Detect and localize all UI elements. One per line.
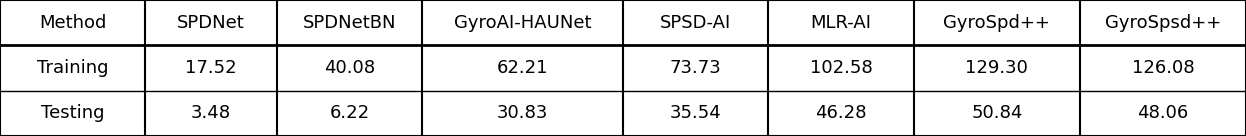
Text: 73.73: 73.73 <box>670 59 721 77</box>
Text: 62.21: 62.21 <box>497 59 548 77</box>
Text: 102.58: 102.58 <box>810 59 872 77</box>
Text: SPSD-AI: SPSD-AI <box>660 14 731 32</box>
Text: 35.54: 35.54 <box>670 104 721 122</box>
Text: SPDNet: SPDNet <box>177 14 245 32</box>
Text: 3.48: 3.48 <box>191 104 232 122</box>
Text: GyroSpsd++: GyroSpsd++ <box>1105 14 1221 32</box>
Text: 6.22: 6.22 <box>329 104 370 122</box>
Text: GyroSpd++: GyroSpd++ <box>943 14 1050 32</box>
Text: 48.06: 48.06 <box>1138 104 1189 122</box>
Text: SPDNetBN: SPDNetBN <box>303 14 396 32</box>
Text: Testing: Testing <box>41 104 105 122</box>
Text: 40.08: 40.08 <box>324 59 375 77</box>
Text: 30.83: 30.83 <box>497 104 548 122</box>
Text: Training: Training <box>37 59 108 77</box>
Text: 17.52: 17.52 <box>186 59 237 77</box>
Text: 129.30: 129.30 <box>966 59 1028 77</box>
Text: 50.84: 50.84 <box>971 104 1023 122</box>
Text: 46.28: 46.28 <box>815 104 867 122</box>
Text: 126.08: 126.08 <box>1131 59 1194 77</box>
Text: MLR-AI: MLR-AI <box>811 14 871 32</box>
Text: GyroAI-HAUNet: GyroAI-HAUNet <box>454 14 592 32</box>
Text: Method: Method <box>39 14 106 32</box>
